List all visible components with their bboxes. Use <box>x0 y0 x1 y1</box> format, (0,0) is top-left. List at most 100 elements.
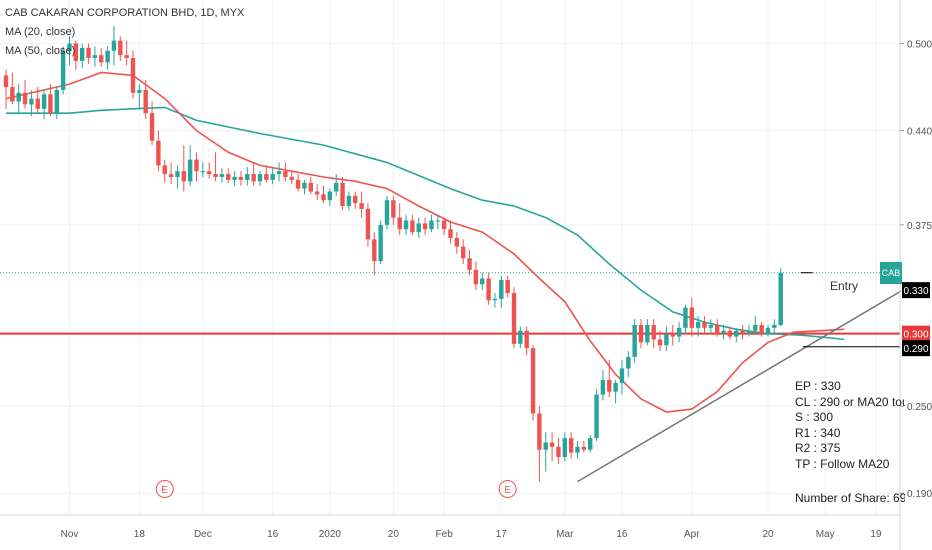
y-tick-label: 0.375 <box>907 221 932 232</box>
legend-ma20: MA (20, close) <box>5 26 76 38</box>
candle-body <box>651 324 656 340</box>
candle-body <box>194 159 199 172</box>
event-marker-label: E <box>504 485 511 496</box>
candle-body <box>111 40 117 51</box>
candle-body <box>340 182 345 206</box>
x-tick-label: Mar <box>556 529 574 540</box>
candle-body <box>35 98 40 109</box>
x-tick-label: Feb <box>436 529 454 540</box>
candle-body <box>403 220 409 230</box>
legend-ma50: MA (50, close) <box>5 45 76 57</box>
candle-body <box>29 98 34 105</box>
candle-body <box>638 324 644 343</box>
x-tick-label: 18 <box>134 529 146 540</box>
candle-body <box>270 174 275 180</box>
candle-body <box>416 223 421 233</box>
candle-body <box>676 327 682 337</box>
candle-body <box>524 330 529 349</box>
candle-body <box>461 246 466 259</box>
candle-body <box>746 330 752 334</box>
x-tick-label: 17 <box>496 529 508 540</box>
candle-body <box>657 339 663 346</box>
candle-body <box>727 330 733 337</box>
share-note: Number of Share: 690.51m <box>795 491 905 505</box>
candle-body <box>391 200 396 218</box>
event-marker <box>155 480 174 498</box>
candle-body <box>73 43 79 61</box>
price-tag-300: 0.300 <box>903 330 928 341</box>
candle-body <box>568 438 574 453</box>
candle-body <box>346 195 352 206</box>
current-symbol-tag: CAB <box>880 261 902 284</box>
candle-body <box>689 307 694 328</box>
candle-body <box>181 171 186 182</box>
price-tag-330: 0.330 <box>903 286 928 297</box>
candle-body <box>80 47 85 61</box>
candle-body <box>613 382 618 392</box>
candle-body <box>149 113 155 141</box>
candle-body <box>765 327 771 334</box>
candle-body <box>429 220 434 230</box>
x-tick-label: Dec <box>194 529 212 540</box>
x-tick-label: 16 <box>616 529 628 540</box>
candle-body <box>645 324 650 343</box>
entry-label: Entry <box>830 279 859 293</box>
trade-notes: EP : 330 CL : 290 or MA20 touch resistan… <box>795 379 905 472</box>
trendline <box>577 289 904 483</box>
candle-body <box>16 92 21 102</box>
candle-body <box>118 40 123 56</box>
candle-body <box>683 307 688 328</box>
candle-body <box>92 55 98 59</box>
candle-body <box>708 324 714 328</box>
candle-body <box>86 47 91 59</box>
price-tag-290-bg <box>902 340 930 357</box>
x-tick-label: Nov <box>61 529 79 540</box>
x-tick-label: 2020 <box>319 529 342 540</box>
y-axis-bg <box>901 0 932 550</box>
x-tick-label: 16 <box>267 529 279 540</box>
candle-body <box>772 324 777 328</box>
candle-body <box>600 380 606 395</box>
candle-body <box>448 229 453 238</box>
candle-body <box>251 174 256 182</box>
candle-body <box>41 94 47 109</box>
candle-body <box>607 380 612 392</box>
note-ep: EP : 330 <box>795 379 841 393</box>
x-tick-label: 20 <box>388 529 400 540</box>
candle-body <box>530 348 536 414</box>
candle-body <box>314 191 320 195</box>
candle-body <box>378 224 383 262</box>
candle-body <box>721 330 726 334</box>
candle-body <box>492 298 498 301</box>
x-tick-label: May <box>816 529 835 540</box>
candle-body <box>48 94 53 114</box>
candle-body <box>334 182 339 192</box>
candle-body <box>619 368 625 383</box>
candle-body <box>734 330 739 337</box>
candle-body <box>232 176 237 180</box>
candle-body <box>168 174 174 177</box>
note-s: S : 300 <box>795 410 834 424</box>
candle-body <box>702 322 707 328</box>
candle-body <box>200 171 206 173</box>
candle-body <box>238 176 244 180</box>
candle-body <box>626 356 631 369</box>
candle-body <box>60 50 66 90</box>
candle-body <box>327 191 333 201</box>
candle-body <box>575 446 580 453</box>
chart-legend: CAB CAKARAN CORPORATION BHD, 1D, MYX MA … <box>5 4 244 61</box>
candle-body <box>454 237 460 247</box>
candle-body <box>308 182 313 192</box>
candle-body <box>664 333 669 346</box>
candle-body <box>473 269 479 285</box>
candle-body <box>695 322 701 328</box>
candle-body <box>295 179 301 189</box>
candle-body <box>422 223 428 230</box>
candle-body <box>226 174 231 180</box>
candle-body <box>3 75 9 88</box>
candle-body <box>283 171 288 177</box>
price-tag-300-bg <box>902 325 930 342</box>
candle-body <box>753 324 758 331</box>
y-tick-label: 0.250 <box>907 402 932 413</box>
